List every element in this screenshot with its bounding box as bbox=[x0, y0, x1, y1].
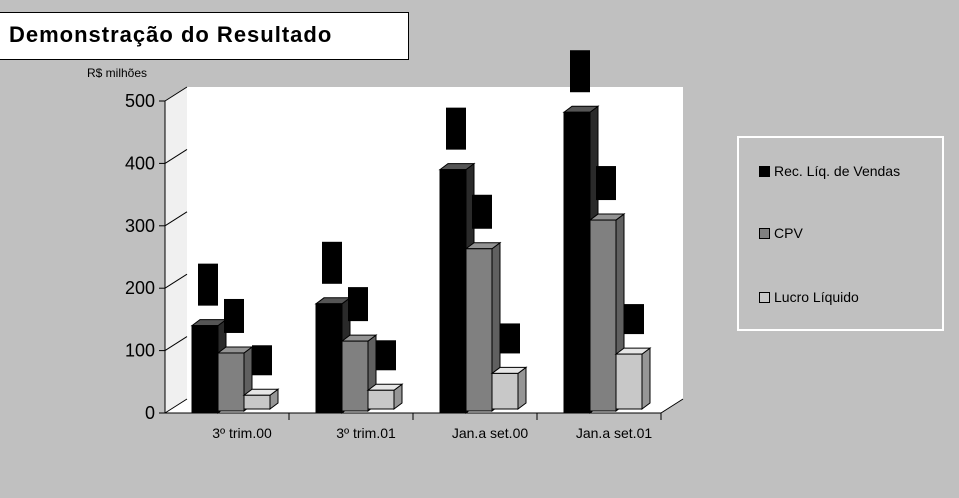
y-tick-label-4: 400 bbox=[125, 153, 155, 173]
bar-1-3 bbox=[589, 219, 617, 412]
bar-side-2-3 bbox=[641, 347, 651, 410]
legend-label-0: Rec. Líq. de Vendas bbox=[774, 163, 901, 179]
chart-title-box: Demonstração do Resultado bbox=[0, 12, 409, 60]
y-tick-label-3: 300 bbox=[125, 216, 155, 236]
value-label-box-2-2 bbox=[500, 323, 520, 354]
bar-1-2 bbox=[465, 248, 493, 412]
bar-2-3 bbox=[615, 353, 643, 410]
value-label-box-2-0 bbox=[252, 345, 272, 376]
chart-title: Demonstração do Resultado bbox=[9, 22, 333, 47]
y-grid-slant-4 bbox=[164, 148, 188, 164]
x-tick-label-3: Jan.a set.01 bbox=[576, 425, 652, 441]
y-grid-slant-0 bbox=[164, 398, 188, 414]
chart-legend: Rec. Líq. de Vendas CPV Lucro Líquido bbox=[737, 136, 944, 331]
value-label-box-1-0 bbox=[224, 298, 244, 333]
value-label-box-1-1 bbox=[348, 287, 368, 322]
y-tick-label-5: 500 bbox=[125, 91, 155, 111]
x-tick-label-1: 3º trim.01 bbox=[336, 425, 396, 441]
legend-swatch-2 bbox=[759, 291, 770, 303]
floor-edge-line bbox=[660, 398, 684, 414]
value-label-box-0-0 bbox=[198, 263, 218, 306]
bar-1-0 bbox=[217, 352, 245, 412]
y-axis-unit-label: R$ milhões bbox=[87, 66, 147, 80]
bar-1-1 bbox=[341, 340, 369, 412]
bar-2-1 bbox=[367, 389, 395, 410]
chart-side-wall bbox=[165, 87, 187, 413]
bar-2-0 bbox=[243, 394, 271, 410]
legend-label-1: CPV bbox=[774, 225, 803, 241]
chart-floor bbox=[165, 399, 683, 413]
value-label-box-2-1 bbox=[376, 340, 396, 371]
x-tick-label-0: 3º trim.00 bbox=[212, 425, 272, 441]
value-label-box-0-1 bbox=[322, 241, 342, 284]
bar-0-1 bbox=[315, 303, 343, 414]
value-label-box-2-3 bbox=[624, 304, 644, 335]
legend-swatch-0 bbox=[759, 165, 770, 177]
y-tick-label-0: 0 bbox=[145, 403, 155, 423]
x-tick-label-2: Jan.a set.00 bbox=[452, 425, 528, 441]
y-grid-slant-5 bbox=[164, 86, 188, 102]
bar-0-2 bbox=[439, 169, 467, 414]
bar-0-3 bbox=[563, 111, 591, 414]
value-label-box-0-3 bbox=[570, 50, 590, 93]
y-grid-slant-3 bbox=[164, 211, 188, 227]
y-tick-label-2: 200 bbox=[125, 278, 155, 298]
y-grid-slant-1 bbox=[164, 336, 188, 352]
value-label-box-1-2 bbox=[472, 194, 492, 229]
y-tick-label-1: 100 bbox=[125, 341, 155, 361]
legend-item-1: CPV bbox=[759, 225, 803, 241]
bar-2-2 bbox=[491, 372, 519, 410]
legend-item-2: Lucro Líquido bbox=[759, 289, 859, 305]
value-label-box-1-3 bbox=[596, 166, 616, 201]
y-grid-slant-2 bbox=[164, 273, 188, 289]
bar-0-0 bbox=[191, 325, 219, 414]
bar-side-2-2 bbox=[517, 366, 527, 410]
legend-item-0: Rec. Líq. de Vendas bbox=[759, 163, 900, 179]
legend-label-2: Lucro Líquido bbox=[774, 289, 859, 305]
legend-swatch-1 bbox=[759, 227, 770, 239]
value-label-box-0-2 bbox=[446, 107, 466, 150]
